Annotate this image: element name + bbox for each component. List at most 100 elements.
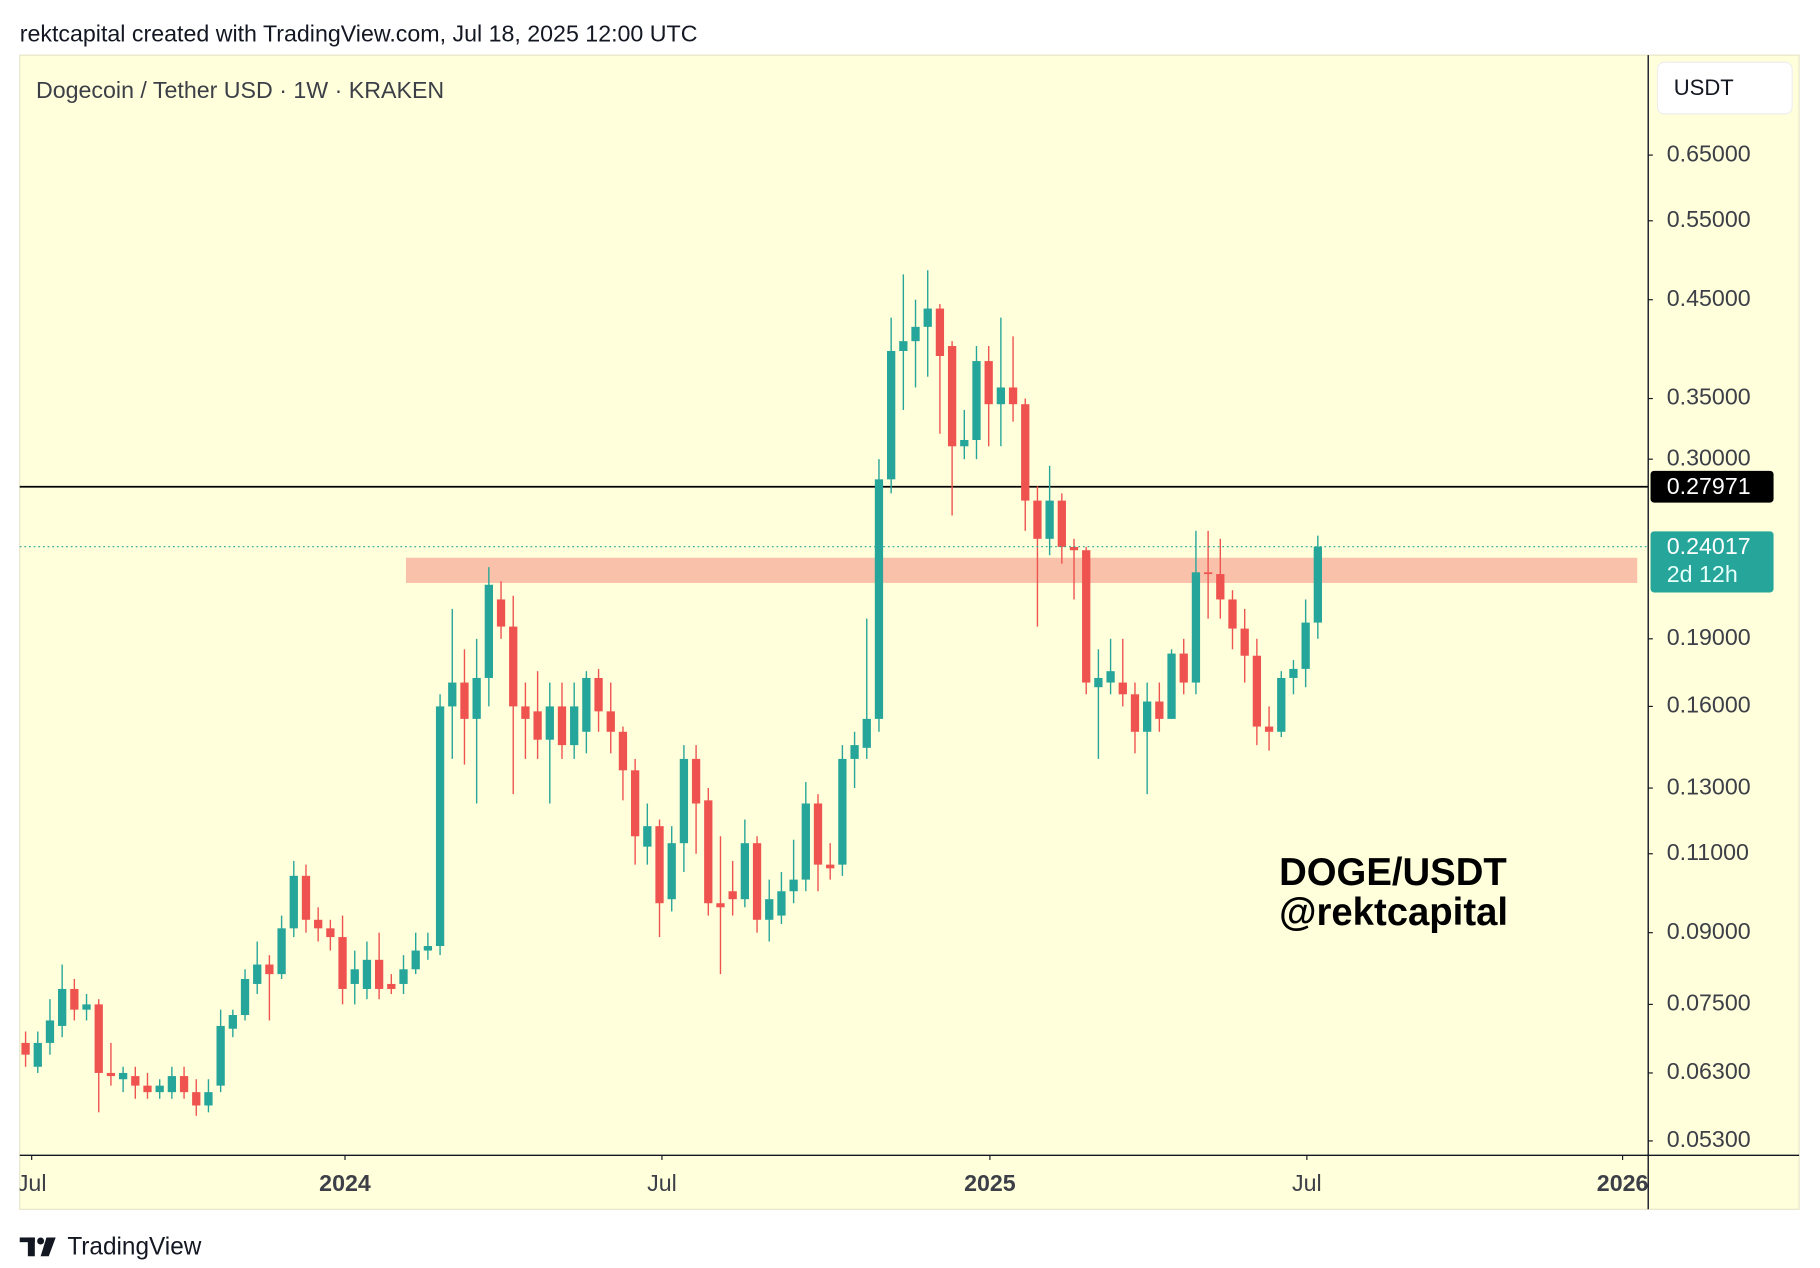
candle-body xyxy=(1191,572,1201,683)
logo-bar xyxy=(27,1237,35,1257)
watermark: @rektcapital xyxy=(1279,891,1508,934)
candle-body xyxy=(374,959,384,989)
y-tick-label: 0.19000 xyxy=(1667,624,1751,650)
candle-body xyxy=(789,879,798,892)
candle-body xyxy=(58,988,67,1026)
y-tick-label: 0.07500 xyxy=(1667,989,1751,1015)
candle-body xyxy=(984,361,993,405)
candle-body xyxy=(1167,653,1176,719)
candle-body xyxy=(131,1076,140,1086)
candle-body xyxy=(1045,500,1054,539)
candle-body xyxy=(533,711,542,740)
candle-body xyxy=(911,326,920,342)
candle-body xyxy=(1021,404,1030,501)
candle-body xyxy=(813,803,823,865)
y-tick-label: 0.09000 xyxy=(1667,918,1751,944)
chart-title: Dogecoin / Tether USD · 1W · KRAKEN xyxy=(36,77,444,103)
candle-body xyxy=(935,308,945,356)
candle-body xyxy=(423,946,433,951)
candle-body xyxy=(1264,726,1274,732)
candle-body xyxy=(1240,628,1249,656)
candle-body xyxy=(862,718,871,748)
candle-body xyxy=(801,803,810,880)
candle-body xyxy=(265,964,274,975)
y-tick-label: 0.30000 xyxy=(1667,444,1751,470)
candle-body xyxy=(777,891,786,916)
candle-body xyxy=(874,479,884,719)
candle-body xyxy=(1008,387,1018,405)
currency-button[interactable] xyxy=(1656,61,1793,115)
candle-body xyxy=(1033,500,1042,539)
candle-body xyxy=(923,308,932,327)
x-tick-label: Jul xyxy=(1292,1170,1322,1196)
candle-body xyxy=(338,937,347,989)
candle-body xyxy=(1143,701,1152,732)
x-tick-label: 2024 xyxy=(319,1170,371,1196)
chart-panel xyxy=(19,54,1800,1210)
candle-body xyxy=(1057,500,1066,547)
candle-body xyxy=(82,1004,91,1010)
logo-dot xyxy=(37,1237,45,1245)
candle-body xyxy=(362,959,372,989)
candle-body xyxy=(192,1092,201,1106)
candle-body xyxy=(691,758,701,804)
candle-body xyxy=(838,758,847,865)
candle-body xyxy=(228,1015,237,1029)
candle-body xyxy=(399,969,408,984)
currency-label: USDT xyxy=(1674,75,1734,100)
candle-body xyxy=(167,1076,177,1093)
candle-body xyxy=(960,439,969,447)
candle-body xyxy=(655,826,664,904)
y-tick-label: 0.16000 xyxy=(1667,691,1751,717)
last-price-label-box xyxy=(1650,531,1774,593)
y-tick-label: 0.35000 xyxy=(1667,384,1751,410)
candle-body xyxy=(387,983,396,989)
candle-body xyxy=(679,758,689,844)
y-tick-label: 0.05300 xyxy=(1667,1126,1751,1152)
logo-slash xyxy=(40,1237,56,1257)
candle-body xyxy=(570,706,579,746)
candle-body xyxy=(1179,653,1188,683)
candle-body xyxy=(277,928,286,975)
price-line-label: 0.27971 xyxy=(1667,473,1751,499)
last-price-label: 0.24017 xyxy=(1667,533,1751,559)
candle-body xyxy=(582,677,591,732)
candle-body xyxy=(704,800,713,904)
price-line-label-box xyxy=(1650,470,1774,503)
y-tick-label: 0.65000 xyxy=(1667,140,1751,166)
candle-body xyxy=(179,1076,189,1093)
candle-body xyxy=(509,626,518,707)
candle-body xyxy=(1155,701,1164,719)
candle-body xyxy=(155,1085,164,1093)
candle-body xyxy=(496,599,506,627)
candle-body xyxy=(667,843,676,900)
candle-body xyxy=(70,988,79,1010)
candle-body xyxy=(118,1072,128,1080)
plot-area xyxy=(19,270,1649,1116)
candle-body xyxy=(301,875,311,920)
candle-body xyxy=(143,1085,152,1093)
candle-body xyxy=(289,875,298,929)
candle-body xyxy=(1289,668,1298,678)
y-tick-label: 0.06300 xyxy=(1667,1058,1751,1084)
watermark: DOGE/USDT xyxy=(1279,851,1507,894)
candle-body xyxy=(204,1092,213,1106)
candle-body xyxy=(314,919,323,929)
candle-body xyxy=(972,361,981,440)
candle-body xyxy=(350,969,359,984)
candle-body xyxy=(728,891,737,900)
candle-body xyxy=(1313,546,1322,623)
y-tick-label: 0.45000 xyxy=(1667,285,1751,311)
x-tick-label: 2025 xyxy=(964,1170,1016,1196)
candle-body xyxy=(1130,694,1140,732)
candle-body xyxy=(435,706,445,947)
candle-body xyxy=(765,899,774,920)
candle-body xyxy=(716,903,725,908)
candle-body xyxy=(545,706,554,740)
candle-body xyxy=(630,770,640,837)
candle-body xyxy=(606,711,615,732)
candle-body xyxy=(45,1020,55,1043)
candle-body xyxy=(1106,671,1115,683)
